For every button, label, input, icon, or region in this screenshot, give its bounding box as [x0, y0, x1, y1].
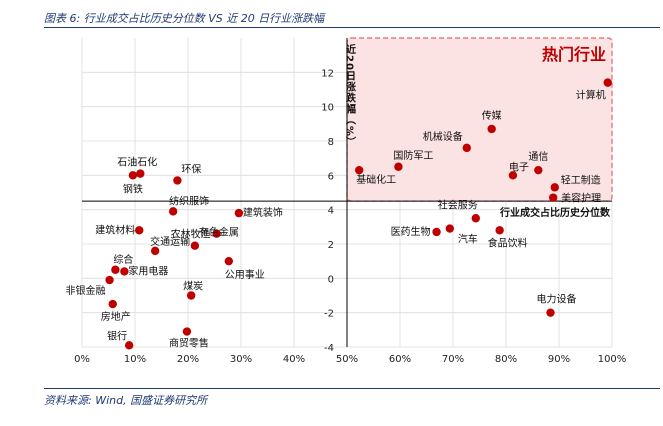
point-银行 [124, 341, 134, 350]
point-美容护理 [548, 193, 558, 202]
point-layer [105, 78, 612, 350]
y-tick-label: -2 [324, 309, 334, 320]
point-建筑装饰 [234, 208, 244, 218]
point-纺织服饰 [168, 207, 178, 216]
point-label-交通运输: 交通运输 [150, 235, 190, 248]
point-label-轻工制造: 轻工制造 [561, 173, 601, 186]
point-label-机械设备: 机械设备 [423, 130, 463, 143]
point-建筑材料 [135, 226, 144, 235]
point-label-建筑材料: 建筑材料 [95, 223, 135, 236]
point-电力设备 [546, 308, 555, 317]
point-label-商贸零售: 商贸零售 [169, 337, 209, 350]
point-电子 [508, 171, 518, 180]
point-label-基础化工: 基础化工 [356, 173, 396, 186]
top-divider [44, 27, 660, 28]
point-label-汽车: 汽车 [458, 233, 478, 246]
point-label-社会服务: 社会服务 [438, 198, 478, 211]
point-label-纺织服饰: 纺织服饰 [169, 194, 209, 207]
chart-caption: 图表 6: 行业成交占比历史分位数 VS 近 20 日行业涨跌幅 [44, 12, 325, 25]
x-tick-label: 20% [177, 354, 199, 365]
point-有色金属 [190, 241, 200, 250]
point-农林牧渔 [212, 229, 221, 238]
point-label-钢铁: 钢铁 [123, 182, 143, 195]
point-label-通信: 通信 [528, 151, 548, 163]
point-通信 [534, 165, 543, 175]
point-汽车 [445, 224, 455, 233]
x-tick-label: 90% [548, 354, 570, 365]
x-tick-label: 10% [124, 354, 146, 365]
point-房地产 [108, 299, 117, 309]
y-tick-label: 4 [328, 206, 334, 217]
point-label-建筑装饰: 建筑装饰 [243, 206, 283, 219]
point-label-计算机: 计算机 [576, 89, 606, 102]
point-label-房地产: 房地产 [101, 310, 131, 323]
point-label-医药生物: 医药生物 [391, 225, 431, 238]
point-非银金融 [105, 275, 114, 285]
point-label-煤炭: 煤炭 [183, 280, 203, 293]
y-tick-label: 12 [321, 68, 334, 79]
x-tick-label: 80% [495, 354, 517, 365]
point-交通运输 [150, 246, 160, 256]
point-label-银行: 银行 [107, 329, 127, 342]
point-计算机 [603, 78, 612, 87]
y-tick-label: 0 [328, 274, 334, 285]
x-tick-label: 100% [598, 354, 627, 365]
point-煤炭 [186, 291, 196, 300]
point-label-国防军工: 国防军工 [393, 149, 433, 162]
x-tick-label: 0% [74, 354, 90, 365]
point-传媒 [487, 124, 496, 134]
point-石油石化 [136, 169, 145, 178]
point-label-石油石化: 石油石化 [117, 156, 157, 169]
x-tick-label: 70% [442, 354, 464, 365]
hot-industry-title: 热门行业 [542, 45, 606, 64]
point-label-美容护理: 美容护理 [561, 192, 601, 205]
point-环保 [173, 176, 182, 185]
point-国防军工 [394, 162, 403, 171]
y-tick-label: 6 [328, 171, 334, 182]
point-label-家用电器: 家用电器 [128, 264, 168, 277]
point-医药生物 [432, 227, 441, 237]
point-公用事业 [224, 256, 234, 266]
point-label-公用事业: 公用事业 [225, 268, 265, 281]
x-tick-label: 60% [389, 354, 411, 365]
x-tick-label: 40% [283, 354, 305, 365]
y-tick-label: 2 [328, 240, 334, 251]
point-label-食品饮料: 食品饮料 [488, 236, 528, 249]
source-note: 资料来源: Wind, 国盛证券研究所 [44, 394, 208, 407]
point-label-非银金融: 非银金融 [66, 284, 106, 297]
point-食品饮料 [495, 226, 504, 235]
y-axis-title: 近20日涨跌幅（%） [344, 43, 357, 148]
y-tick-label: -4 [324, 343, 334, 354]
point-商贸零售 [182, 327, 192, 336]
point-label-有色金属: 有色金属 [199, 226, 239, 239]
point-label-农林牧渔: 农林牧渔 [171, 228, 211, 241]
point-家用电器 [120, 267, 129, 276]
point-机械设备 [462, 143, 471, 153]
x-tick-label: 50% [336, 354, 358, 365]
y-tick-label: 10 [321, 103, 334, 114]
point-label-综合: 综合 [113, 253, 133, 266]
point-label-电力设备: 电力设备 [537, 293, 577, 306]
point-基础化工 [354, 165, 364, 175]
point-轻工制造 [550, 183, 559, 192]
point-钢铁 [128, 171, 138, 180]
x-axis-title: 行业成交占比历史分位数 [499, 206, 611, 219]
x-tick-label: 30% [230, 354, 252, 365]
bottom-divider [44, 388, 660, 389]
point-综合 [111, 265, 120, 274]
point-社会服务 [471, 214, 480, 223]
tick-layer: -4 -2 0 2 4 6 8 10 12 0% 10% 20% 30% 40% 50% 60% 70% 80% 9… [74, 43, 626, 365]
point-label-电子: 电子 [509, 160, 529, 173]
point-label-传媒: 传媒 [482, 110, 502, 122]
point-label-环保: 环保 [181, 162, 201, 175]
axis-layer [82, 38, 612, 347]
y-tick-label: 8 [328, 137, 334, 148]
